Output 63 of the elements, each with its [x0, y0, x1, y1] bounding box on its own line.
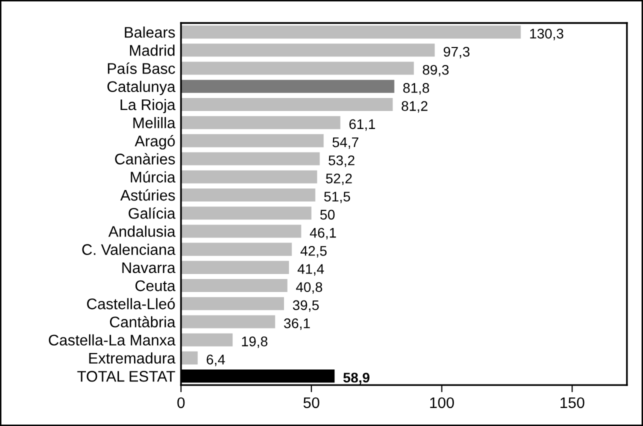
data-label: 130,3	[530, 28, 564, 40]
y-tick-label: Andalusia	[108, 226, 176, 237]
y-tick-label: La Rioja	[120, 98, 176, 114]
bar	[181, 170, 318, 184]
x-tick-label: 100	[430, 397, 454, 408]
bar	[181, 260, 289, 274]
bar	[181, 297, 284, 310]
y-tick-label: C. Valenciana	[82, 244, 176, 256]
y-tick-label: Canàries	[115, 153, 175, 164]
bar	[181, 242, 292, 256]
y-tick-label: Galícia	[128, 207, 176, 219]
data-label: 53,2	[328, 155, 354, 167]
bar	[181, 224, 302, 238]
bar	[181, 134, 324, 148]
y-tick-label: Cantàbria	[110, 316, 176, 328]
data-label: 19,8	[242, 336, 268, 348]
y-tick-label: Navarra	[122, 262, 176, 274]
x-tick-label: 0	[177, 397, 185, 408]
y-tick-label: Extremadura	[89, 352, 176, 364]
y-tick-label: Múrcia	[130, 171, 176, 183]
bar	[181, 80, 394, 93]
x-tick-label: 150	[560, 397, 584, 408]
data-label: 42,5	[300, 246, 327, 258]
y-tick-label: Castella-Lleó	[87, 298, 175, 310]
data-label: 36,1	[284, 318, 310, 330]
data-label: 51,5	[324, 192, 350, 204]
bar	[181, 333, 233, 346]
bar	[181, 26, 521, 39]
data-label: 61,1	[349, 119, 376, 131]
bar	[181, 206, 312, 220]
y-tick-label: Madrid	[130, 44, 174, 56]
y-tick-label: Catalunya	[107, 80, 176, 96]
y-tick-label: Aragó	[134, 135, 175, 150]
data-label: 54,7	[332, 138, 358, 149]
bar	[181, 116, 340, 130]
bar	[181, 188, 316, 202]
bar	[181, 315, 276, 328]
data-label: 52,2	[326, 174, 352, 186]
y-tick-label: Astúries	[120, 189, 175, 201]
y-tick-label: Melilla	[133, 117, 176, 128]
y-tick-label: Castella-La Manxa	[48, 334, 176, 346]
bar	[181, 98, 393, 111]
bar	[181, 62, 414, 75]
data-label: 6,4	[206, 354, 225, 366]
data-label: 89,3	[422, 64, 449, 76]
data-label: 40,8	[296, 282, 322, 294]
data-label: 39,5	[292, 300, 319, 312]
data-label: 81,8	[403, 83, 430, 95]
y-tick-label: País Basc	[108, 62, 176, 74]
bar	[181, 351, 198, 364]
bar	[181, 44, 435, 57]
data-label: 46,1	[310, 228, 336, 240]
data-label: 97,3	[444, 46, 470, 58]
data-label: 81,2	[402, 101, 428, 113]
y-tick-label: Balears	[124, 26, 175, 38]
y-tick-label: TOTAL ESTAT	[77, 370, 176, 382]
data-label: 41,4	[298, 264, 324, 276]
x-tick-label: 50	[304, 397, 320, 408]
data-label: 50	[320, 210, 335, 220]
bar	[181, 152, 320, 166]
data-label: 58,9	[343, 372, 370, 385]
y-tick-label: Ceuta	[135, 280, 176, 292]
bar	[181, 279, 288, 292]
